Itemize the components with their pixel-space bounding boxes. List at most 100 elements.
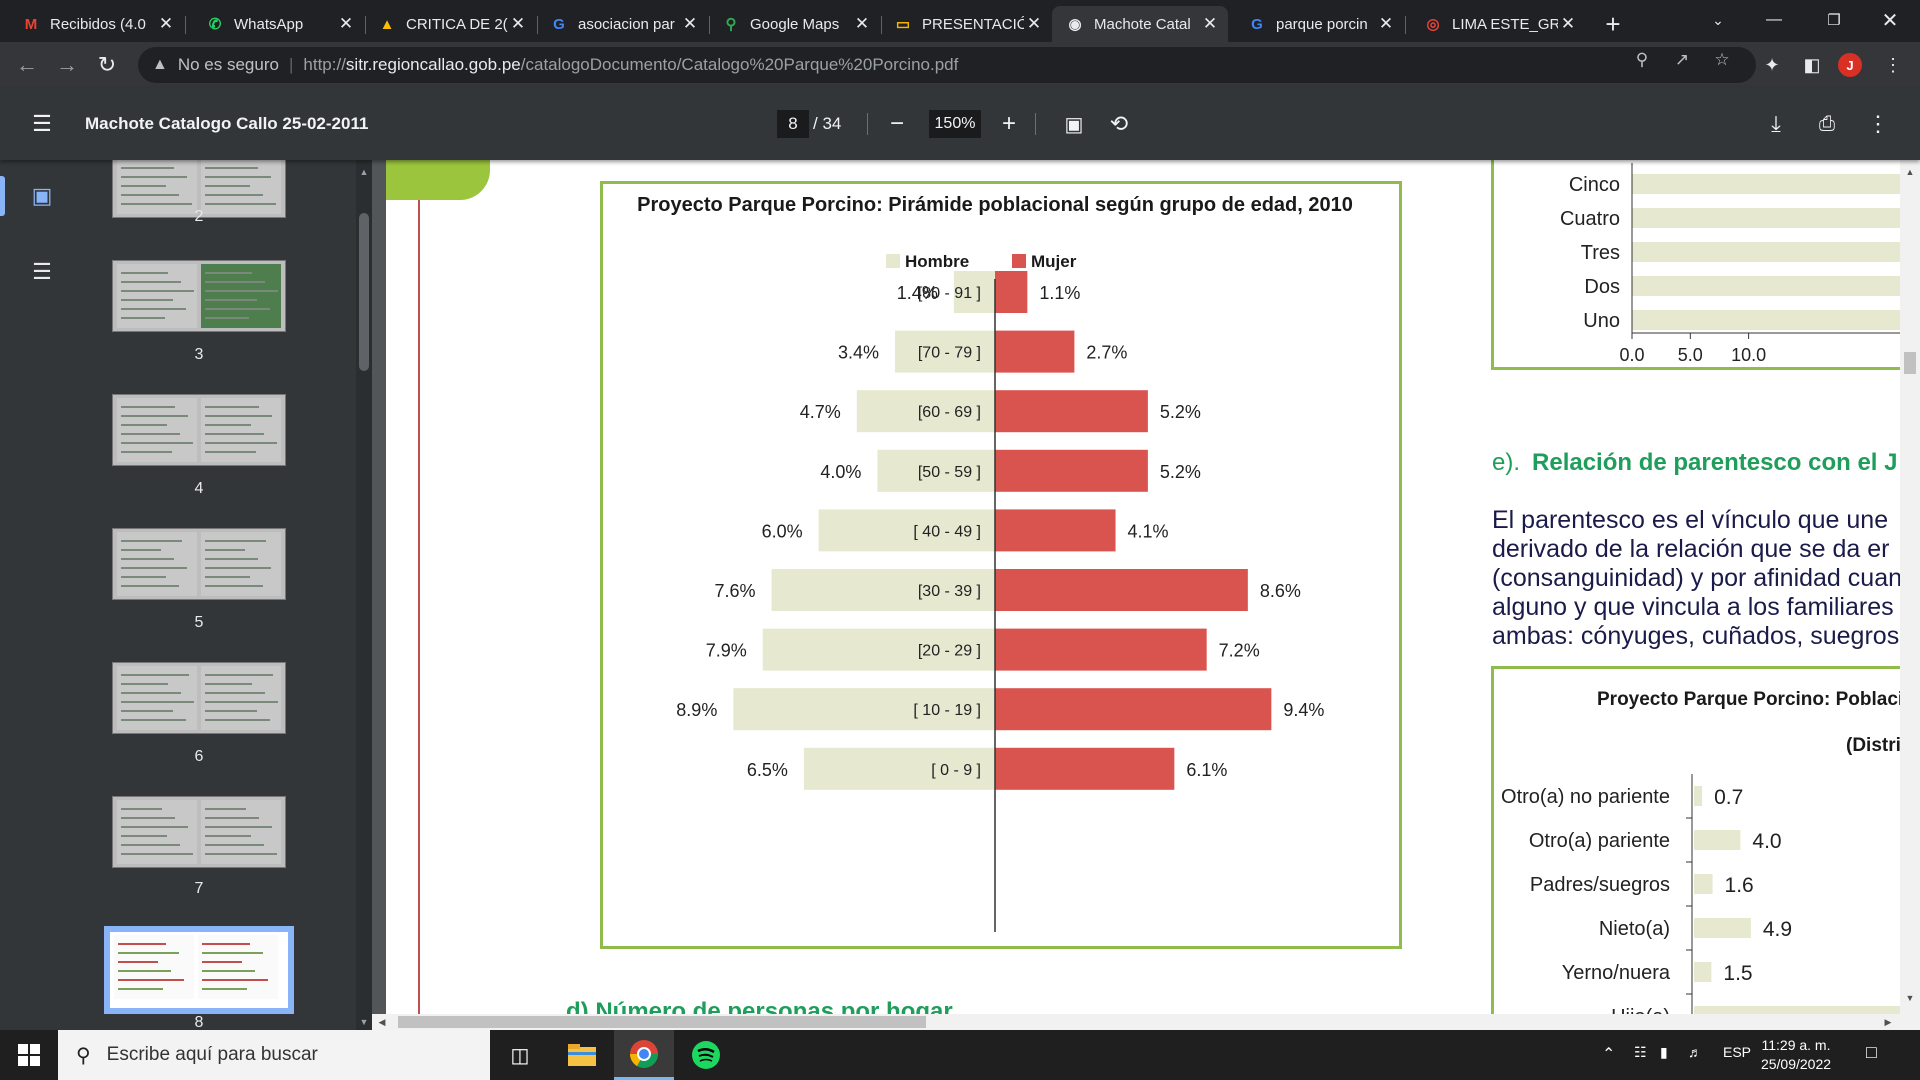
data-label-hombre: 1.4% [897,283,938,303]
browser-tab[interactable]: ▲ CRITICA DE 2(✕ [364,6,536,42]
new-tab-button[interactable]: + [1605,8,1621,39]
page-number-input[interactable]: 8 [777,110,809,138]
thumbnail-sidebar: ▣ ☰ 2 3 4 5 6 7 8 [0,160,356,1030]
browser-tab[interactable]: ◉ Machote Catal ✕ [1052,6,1228,42]
battery-icon[interactable]: ▮ [1660,1044,1668,1060]
tab-search-button[interactable]: ⌄ [1712,11,1724,28]
side-panel-icon[interactable]: ◧ [1803,54,1821,75]
outline-view-icon[interactable]: ☰ [32,259,52,284]
tab-separator [537,16,538,34]
notifications-icon[interactable]: □ [1866,1042,1877,1062]
close-tab-icon[interactable]: ✕ [1378,14,1394,33]
zoom-in-icon[interactable]: + [1001,110,1016,137]
page-thumbnail[interactable] [112,796,286,868]
browser-tab[interactable]: ⚲ Google Maps ✕ [708,6,880,42]
vertical-scroll-thumb[interactable] [1904,352,1916,374]
thumbnail-text-line [121,415,188,417]
restore-button[interactable]: ❐ [1827,12,1841,29]
browser-tab[interactable]: ▭ PRESENTACIÓ ✕ [880,6,1052,42]
paragraph-line: (consanguinidad) y por afinidad cuan [1492,564,1900,592]
network-icon[interactable]: ☷ [1634,1044,1647,1060]
share-icon[interactable]: ↗ [1674,50,1690,69]
legend-label: Hombre [905,252,969,271]
bar-hombre [895,330,995,373]
language-indicator[interactable]: ESP [1723,1044,1752,1060]
system-clock[interactable]: 11:29 a. m. 25/09/2022 [1746,1036,1846,1074]
chrome-menu-icon[interactable]: ⋮ [1884,54,1902,75]
data-label: 1.5 [1723,962,1752,985]
zoom-input[interactable]: 150% [929,110,981,138]
thumbnail-page-half [201,160,281,214]
close-tab-icon[interactable]: ✕ [1560,14,1576,33]
windows-start-icon[interactable] [0,1030,58,1080]
page-thumbnail[interactable] [112,662,286,734]
rotate-icon[interactable]: ⟲ [1109,111,1129,136]
bookmark-star-icon[interactable]: ☆ [1714,50,1730,69]
sidebar-scrollbar[interactable]: ▲ ▼ [356,160,372,1030]
page-thumbnail[interactable] [112,160,286,218]
back-icon[interactable]: ← [16,52,38,77]
spotify-icon[interactable] [676,1030,736,1080]
more-options-icon[interactable]: ⋮ [1867,111,1889,136]
page-thumbnail[interactable] [104,926,294,1014]
chrome-taskbar-icon[interactable] [614,1030,674,1080]
data-label-mujer: 2.7% [1086,343,1127,363]
close-tab-icon[interactable]: ✕ [158,14,174,33]
scroll-up-arrow[interactable]: ▲ [359,167,369,177]
page-thumbnail[interactable] [112,260,286,332]
scroll-down-arrow[interactable]: ▼ [1905,993,1915,1003]
thumbnail-page-number: 4 [194,480,204,497]
scroll-down-arrow[interactable]: ▼ [359,1017,369,1027]
scroll-left-arrow[interactable]: ◀ [378,1017,386,1027]
page-thumbnail[interactable] [112,394,286,466]
reload-icon[interactable]: ↻ [97,52,117,77]
scroll-right-arrow[interactable]: ▶ [1884,1017,1892,1027]
task-view-icon[interactable]: ◫ [510,1044,530,1067]
bar [1694,1006,1900,1014]
tab-separator [881,16,882,34]
close-tab-icon[interactable]: ✕ [682,14,698,33]
close-tab-icon[interactable]: ✕ [338,14,354,33]
file-explorer-icon[interactable] [552,1030,612,1080]
sidebar-scroll-thumb[interactable] [359,213,369,371]
fit-page-icon[interactable]: ▣ [1064,113,1084,136]
browser-tab[interactable]: M Recibidos (4.0 ✕ [8,6,184,42]
volume-icon[interactable]: ♬ [1688,1044,1702,1060]
bar [1632,276,1900,296]
horizontal-scroll-thumb[interactable] [398,1016,926,1028]
bar-mujer [995,449,1148,492]
document-horizontal-scrollbar[interactable]: ◀ ▶ [372,1014,1900,1030]
download-icon[interactable]: ⤓ [1771,111,1781,136]
browser-tab[interactable]: ✆ WhatsApp ✕ [192,6,364,42]
browser-tab[interactable]: ◎ LIMA ESTE_GR ✕ [1410,6,1586,42]
close-tab-icon[interactable]: ✕ [1202,14,1218,33]
document-vertical-scrollbar[interactable]: ▲ ▼ [1900,160,1920,1030]
profile-avatar[interactable]: J [1838,53,1862,77]
url-scheme: http:// [303,55,346,74]
taskbar-search-box[interactable]: ⚲ Escribe aquí para buscar [58,1030,490,1080]
close-tab-icon[interactable]: ✕ [510,14,526,33]
scroll-up-arrow[interactable]: ▲ [1905,167,1915,177]
tray-chevron-icon[interactable]: ⌃ [1602,1046,1616,1063]
close-window-button[interactable]: ✕ [1881,9,1899,32]
address-bar[interactable]: ▲ No es seguro | http:// sitr.regioncall… [138,47,1756,83]
close-tab-icon[interactable]: ✕ [854,14,870,33]
zoom-out-icon[interactable]: − [889,110,904,137]
thumbnails-view-icon[interactable]: ▣ [0,172,84,220]
close-tab-icon[interactable]: ✕ [1026,14,1042,33]
thumbnail-text-line [121,808,162,810]
document-viewport[interactable]: Proyecto Parque Porcino: Pirámide poblac… [372,160,1900,1014]
tab-title: Recibidos (4.0 [50,15,146,33]
thumbnail-text-line [121,683,168,685]
minimize-button[interactable]: — [1766,11,1782,28]
print-icon[interactable]: ⎙ [1819,112,1835,135]
extensions-icon[interactable]: ✦ [1764,54,1780,75]
thumbnail-page-half [201,532,281,596]
page-thumbnail[interactable] [112,528,286,600]
thumbnail-text-line [205,194,263,196]
zoom-icon[interactable]: ⚲ [1635,50,1649,69]
sidebar-menu-icon[interactable]: ☰ [32,111,52,136]
forward-icon[interactable]: → [56,52,78,77]
